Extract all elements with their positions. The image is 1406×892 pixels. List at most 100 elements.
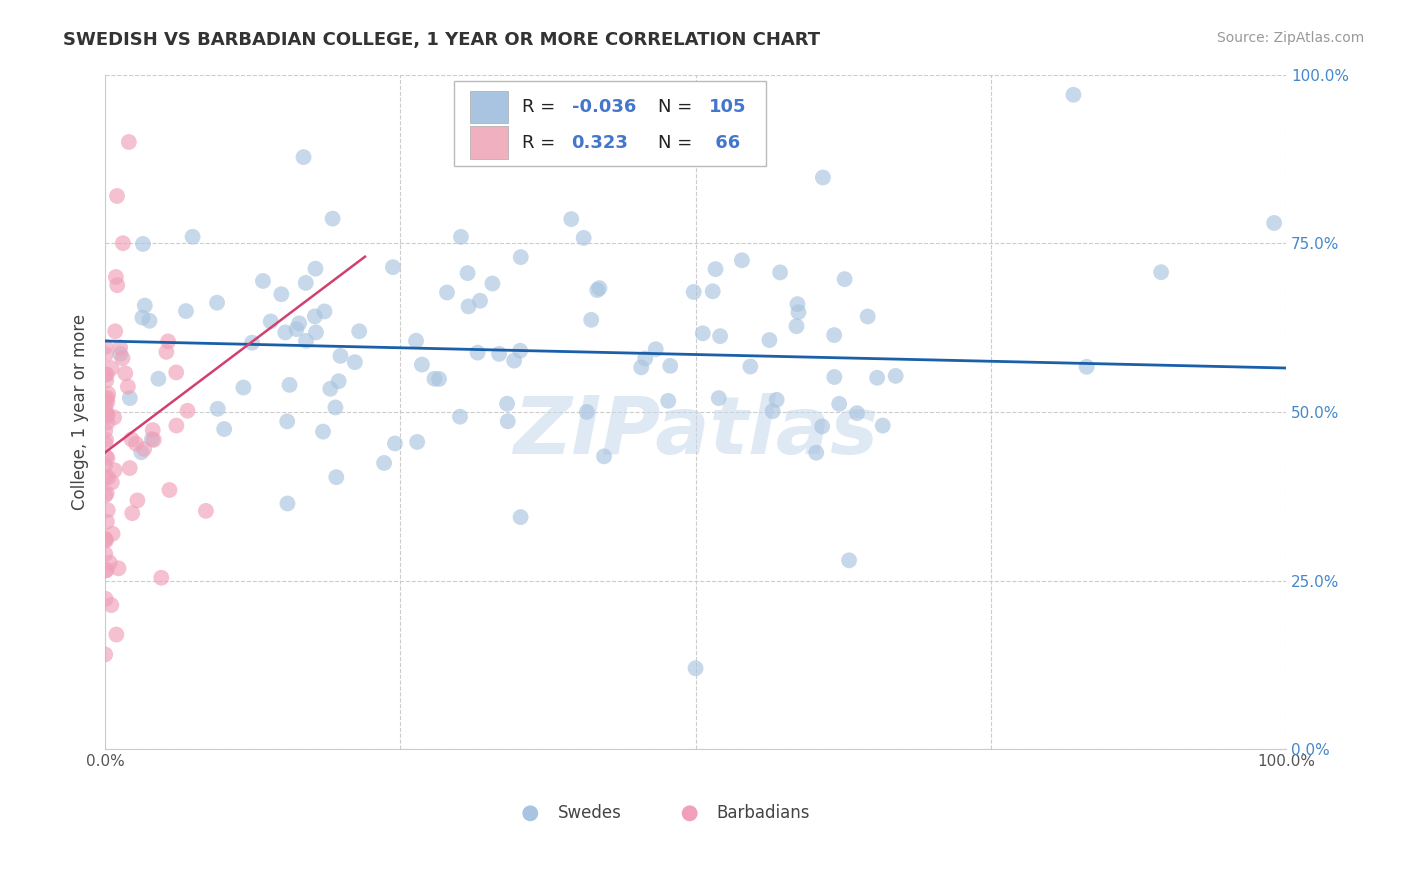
Point xyxy=(288,317,311,331)
Point xyxy=(125,436,148,450)
Point xyxy=(252,274,274,288)
Point xyxy=(1150,265,1173,279)
Point xyxy=(828,397,851,411)
Point xyxy=(96,374,118,388)
Point xyxy=(811,170,834,185)
Point xyxy=(872,418,894,433)
Point xyxy=(467,345,489,359)
Point xyxy=(884,368,907,383)
Point xyxy=(405,334,427,348)
Point xyxy=(232,380,254,394)
Text: 0.323: 0.323 xyxy=(572,134,628,152)
Point xyxy=(457,299,479,313)
Point xyxy=(94,424,117,438)
Point xyxy=(96,368,118,382)
Point xyxy=(96,406,118,420)
Point xyxy=(118,461,141,475)
Point xyxy=(707,391,730,405)
Point xyxy=(769,265,792,279)
Point xyxy=(94,450,117,464)
Point xyxy=(96,416,118,430)
Point xyxy=(96,515,118,529)
Point xyxy=(634,351,657,366)
Point xyxy=(328,374,350,388)
Point xyxy=(1263,216,1285,230)
Point xyxy=(304,261,326,276)
Point xyxy=(457,266,479,280)
Point xyxy=(134,442,156,456)
Point xyxy=(96,391,118,405)
Point xyxy=(132,236,155,251)
Point xyxy=(94,340,117,354)
Point xyxy=(205,295,228,310)
Point xyxy=(97,386,120,401)
Point xyxy=(276,414,298,428)
Point xyxy=(212,422,235,436)
FancyBboxPatch shape xyxy=(454,81,766,166)
Point xyxy=(118,135,141,149)
Point xyxy=(141,432,163,446)
Point xyxy=(138,314,160,328)
Point xyxy=(96,409,118,423)
Point xyxy=(838,553,860,567)
Point xyxy=(100,598,122,612)
Point xyxy=(384,436,406,450)
Point xyxy=(731,253,754,268)
Point xyxy=(488,347,510,361)
Point xyxy=(575,405,598,419)
Point xyxy=(100,361,122,376)
Point xyxy=(785,319,807,334)
Point xyxy=(373,456,395,470)
Point xyxy=(786,297,808,311)
Point xyxy=(314,304,336,318)
Point xyxy=(823,328,845,343)
Point xyxy=(176,403,198,417)
Point xyxy=(94,564,117,578)
Text: Swedes: Swedes xyxy=(557,805,621,822)
Point xyxy=(765,392,787,407)
Point xyxy=(105,627,128,641)
Point xyxy=(481,277,503,291)
Point xyxy=(274,326,297,340)
Point xyxy=(103,463,125,477)
Text: Source: ZipAtlas.com: Source: ZipAtlas.com xyxy=(1216,31,1364,45)
Text: Barbadians: Barbadians xyxy=(717,805,810,822)
Point xyxy=(97,409,120,423)
Point xyxy=(174,304,197,318)
Point xyxy=(787,305,810,319)
Point xyxy=(165,418,187,433)
Point xyxy=(519,806,541,821)
Point xyxy=(560,212,582,227)
Point xyxy=(131,310,153,325)
Point xyxy=(347,324,370,338)
Point xyxy=(285,322,308,336)
Point xyxy=(704,262,727,277)
Text: R =: R = xyxy=(522,98,561,116)
Point xyxy=(427,372,450,386)
Point xyxy=(846,406,869,420)
Point xyxy=(322,211,344,226)
Point xyxy=(411,358,433,372)
Point xyxy=(588,281,610,295)
Point xyxy=(194,504,217,518)
Point xyxy=(142,423,165,437)
Point xyxy=(94,532,117,546)
Point xyxy=(329,349,352,363)
Point xyxy=(111,351,134,365)
Point xyxy=(276,496,298,510)
Point xyxy=(121,432,143,446)
Point xyxy=(292,150,315,164)
Point xyxy=(127,493,149,508)
Text: -0.036: -0.036 xyxy=(572,98,636,116)
Point xyxy=(449,409,471,424)
Point xyxy=(305,326,328,340)
Point xyxy=(657,393,679,408)
Point xyxy=(114,366,136,380)
Point xyxy=(503,353,526,368)
Point xyxy=(165,365,187,379)
Point xyxy=(181,229,204,244)
Point xyxy=(659,359,682,373)
Point xyxy=(762,404,785,418)
Point xyxy=(134,299,156,313)
Point xyxy=(96,451,118,466)
